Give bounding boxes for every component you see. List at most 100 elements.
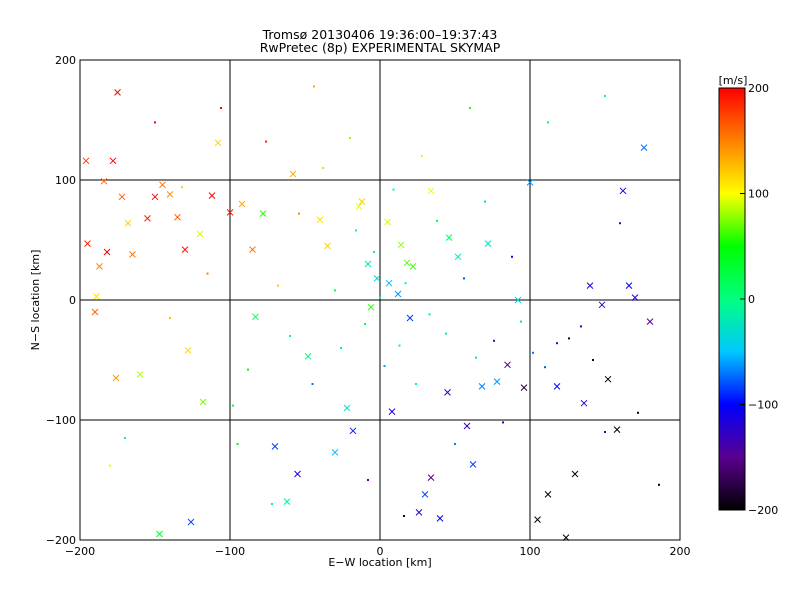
colorbar-tick-label: 100 [748, 188, 769, 201]
y-tick-label: −100 [46, 414, 76, 427]
data-points [82, 85, 660, 541]
data-point-dot [271, 503, 273, 505]
y-tick-label: −200 [46, 534, 76, 547]
data-point-cross [249, 246, 256, 253]
data-point-cross [463, 422, 471, 430]
data-point-cross [151, 193, 159, 201]
data-point-dot [355, 229, 357, 232]
data-point-cross [124, 219, 132, 227]
data-point-dot [580, 325, 582, 328]
data-point-cross [103, 248, 111, 256]
data-point-cross [394, 290, 402, 298]
data-point-cross [199, 398, 207, 406]
data-point-dot [367, 479, 369, 481]
data-point-dot [532, 351, 534, 354]
colorbar-ticks: 200 100 0 −100 −200 [740, 82, 778, 517]
data-point-dot [637, 411, 639, 414]
data-point-cross [96, 263, 103, 270]
data-point-cross [397, 241, 405, 249]
data-point-cross [373, 275, 381, 282]
data-point-dot [124, 437, 126, 439]
data-point-dot [181, 186, 183, 189]
data-point-cross [384, 218, 391, 226]
data-point-dot [454, 443, 456, 445]
data-point-cross [214, 139, 222, 147]
y-tick-label: 0 [69, 294, 76, 307]
data-point-dot [547, 121, 549, 124]
data-point-dot [154, 121, 156, 124]
y-axis-ticks: −200 −100 0 100 200 [46, 54, 680, 547]
data-point-dot [277, 284, 279, 287]
data-point-cross [118, 193, 126, 201]
data-point-cross [136, 371, 144, 378]
y-axis-label: N−S location [km] [29, 250, 42, 351]
data-point-dot [289, 335, 291, 337]
data-point-cross [571, 470, 579, 478]
data-point-cross [484, 240, 492, 247]
data-point-dot [349, 137, 351, 139]
data-point-dot [469, 107, 471, 109]
data-point-cross [619, 187, 627, 195]
x-tick-label: 0 [377, 545, 384, 558]
x-axis-label: E−W location [km] [328, 556, 431, 569]
data-point-cross [406, 314, 414, 322]
data-point-cross [324, 242, 331, 250]
data-point-cross [364, 260, 372, 268]
data-point-cross [181, 246, 189, 253]
data-point-dot [428, 313, 431, 316]
x-tick-label: 200 [670, 545, 691, 558]
colorbar-tick-label: 200 [748, 82, 769, 95]
chart-subtitle: RwPretec (8p) EXPERIMENTAL SKYMAP [260, 40, 501, 55]
data-point-cross [259, 210, 267, 217]
data-point-cross [226, 209, 234, 216]
data-point-dot [220, 107, 222, 109]
data-point-cross [238, 200, 246, 208]
data-point-cross [156, 530, 163, 538]
data-point-dot [463, 277, 465, 280]
data-point-cross [625, 282, 633, 289]
data-point-cross [403, 259, 411, 267]
data-point-dot [544, 366, 546, 369]
colorbar-label: [m/s] [719, 74, 748, 87]
data-point-cross [114, 89, 121, 96]
data-point-dot [484, 200, 486, 203]
data-point-dot [236, 443, 239, 445]
data-point-dot [206, 272, 209, 275]
data-point-dot [247, 368, 249, 371]
data-point-cross [93, 293, 100, 300]
x-axis-ticks: −200 −100 0 100 200 [65, 60, 691, 558]
data-point-cross [478, 383, 486, 390]
data-point-dot [556, 342, 558, 345]
data-point-cross [427, 187, 435, 195]
data-point-cross [109, 157, 117, 165]
data-point-cross [631, 294, 639, 301]
colorbar-tick-label: 0 [748, 293, 755, 306]
data-point-cross [367, 303, 375, 311]
data-point-cross [444, 389, 451, 396]
data-point-cross [534, 516, 541, 523]
data-point-dot [311, 383, 314, 385]
data-point-dot [373, 251, 375, 253]
data-point-cross [184, 347, 192, 354]
data-point-dot [340, 347, 342, 349]
data-point-dot [322, 167, 324, 169]
data-point-cross [289, 170, 297, 178]
data-point-cross [553, 383, 561, 390]
data-point-cross [159, 181, 166, 189]
data-point-cross [385, 279, 393, 287]
data-point-dot [232, 404, 234, 407]
data-point-dot [658, 483, 660, 486]
chart-title: Tromsø 20130406 19:36:00–19:37:43 [262, 27, 498, 42]
data-point-dot [334, 289, 336, 292]
data-point-cross [580, 399, 588, 407]
data-point-dot [436, 219, 438, 222]
data-point-cross [112, 374, 120, 382]
x-tick-label: −100 [215, 545, 245, 558]
y-tick-label: 200 [55, 54, 76, 67]
data-point-cross [454, 253, 462, 261]
data-point-dot [475, 356, 477, 359]
colorbar-tick-label: −100 [748, 399, 778, 412]
colorbar-tick-label: −200 [748, 504, 778, 517]
data-point-dot [109, 464, 111, 467]
data-point-dot [493, 339, 495, 342]
